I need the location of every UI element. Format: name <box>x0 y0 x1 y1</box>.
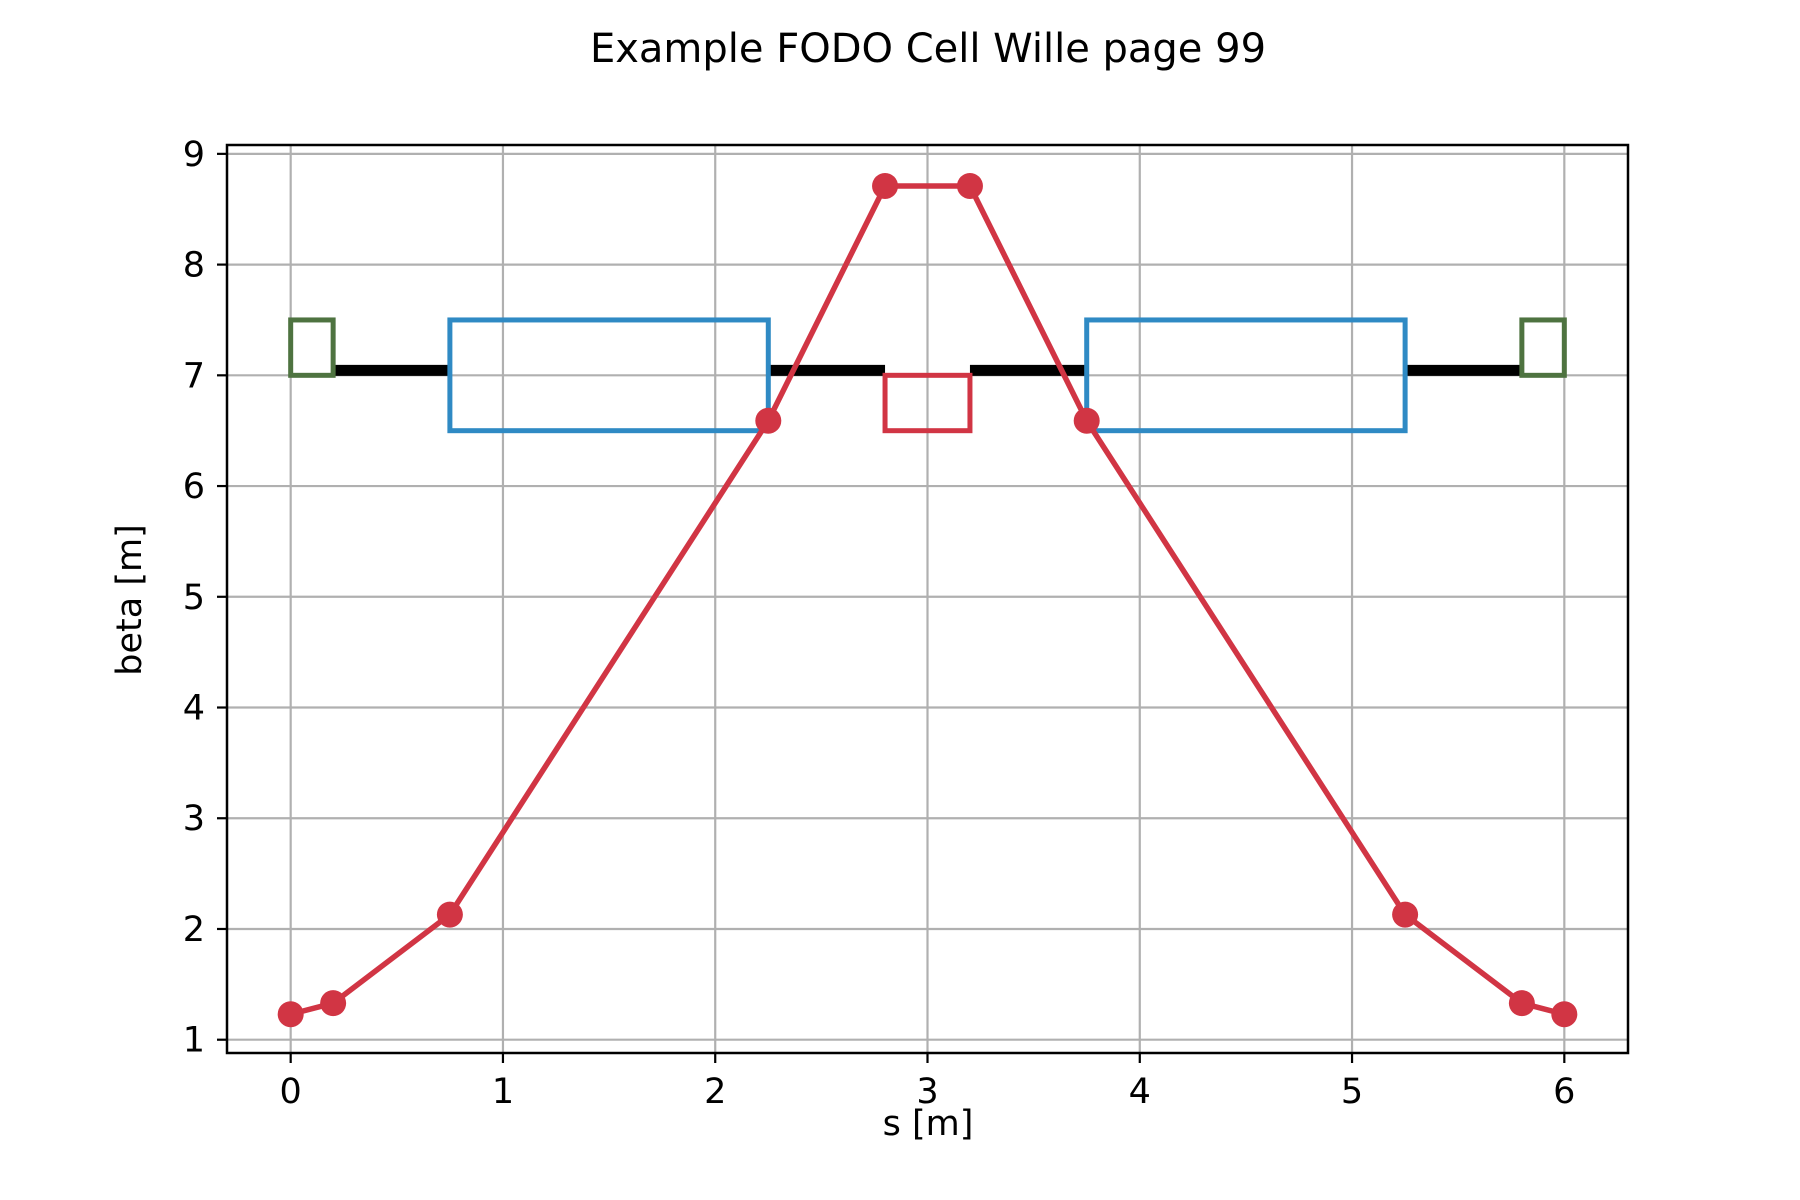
y-tick-label-1: 2 <box>183 910 205 950</box>
x-tick-label-0: 0 <box>280 1072 302 1112</box>
y-axis-label: beta [m] <box>110 524 150 675</box>
x-tick-label-1: 1 <box>492 1072 514 1112</box>
y-tick-label-2: 3 <box>183 799 205 839</box>
x-axis-label: s [m] <box>883 1104 974 1144</box>
series-layer <box>277 172 1578 1028</box>
dipole-box-3 <box>1084 317 1408 434</box>
beta-point-8 <box>1508 990 1535 1017</box>
beta-point-7 <box>1392 901 1419 928</box>
beta-point-6 <box>1073 407 1100 434</box>
defocusing-quadrupole-box-2 <box>882 372 973 434</box>
x-tick-label-6: 6 <box>1553 1072 1575 1112</box>
beta-point-4 <box>872 172 899 199</box>
x-tick-label-4: 4 <box>1129 1072 1151 1112</box>
beta-point-3 <box>755 407 782 434</box>
half-focusing-quadrupole-box-0 <box>288 317 336 378</box>
axis-ticks: 0 1 2 3 4 5 6 1 2 3 4 5 6 7 8 9 <box>183 135 1576 1112</box>
beta-point-5 <box>956 172 983 199</box>
x-tick-label-5: 5 <box>1341 1072 1363 1112</box>
x-tick-label-3: 3 <box>916 1072 938 1112</box>
dipole-box-1 <box>447 317 771 434</box>
x-tick-label-2: 2 <box>704 1072 726 1112</box>
lattice-elements <box>288 317 1567 434</box>
y-tick-label-4: 5 <box>183 578 205 618</box>
beta-point-2 <box>436 901 463 928</box>
beta-line-0 <box>289 183 1566 1017</box>
y-tick-label-7: 8 <box>183 246 205 286</box>
y-tick-label-0: 1 <box>183 1021 205 1061</box>
y-tick-label-5: 6 <box>183 467 205 507</box>
half-focusing-quadrupole-box-4 <box>1519 317 1567 378</box>
y-tick-label-8: 9 <box>183 135 205 175</box>
beta-point-1 <box>320 990 347 1017</box>
beta-point-9 <box>1551 1001 1578 1028</box>
beta-point-0 <box>277 1001 304 1028</box>
y-tick-label-6: 7 <box>183 356 205 396</box>
chart-title: Example FODO Cell Wille page 99 <box>590 26 1266 72</box>
y-tick-label-3: 4 <box>183 689 205 729</box>
